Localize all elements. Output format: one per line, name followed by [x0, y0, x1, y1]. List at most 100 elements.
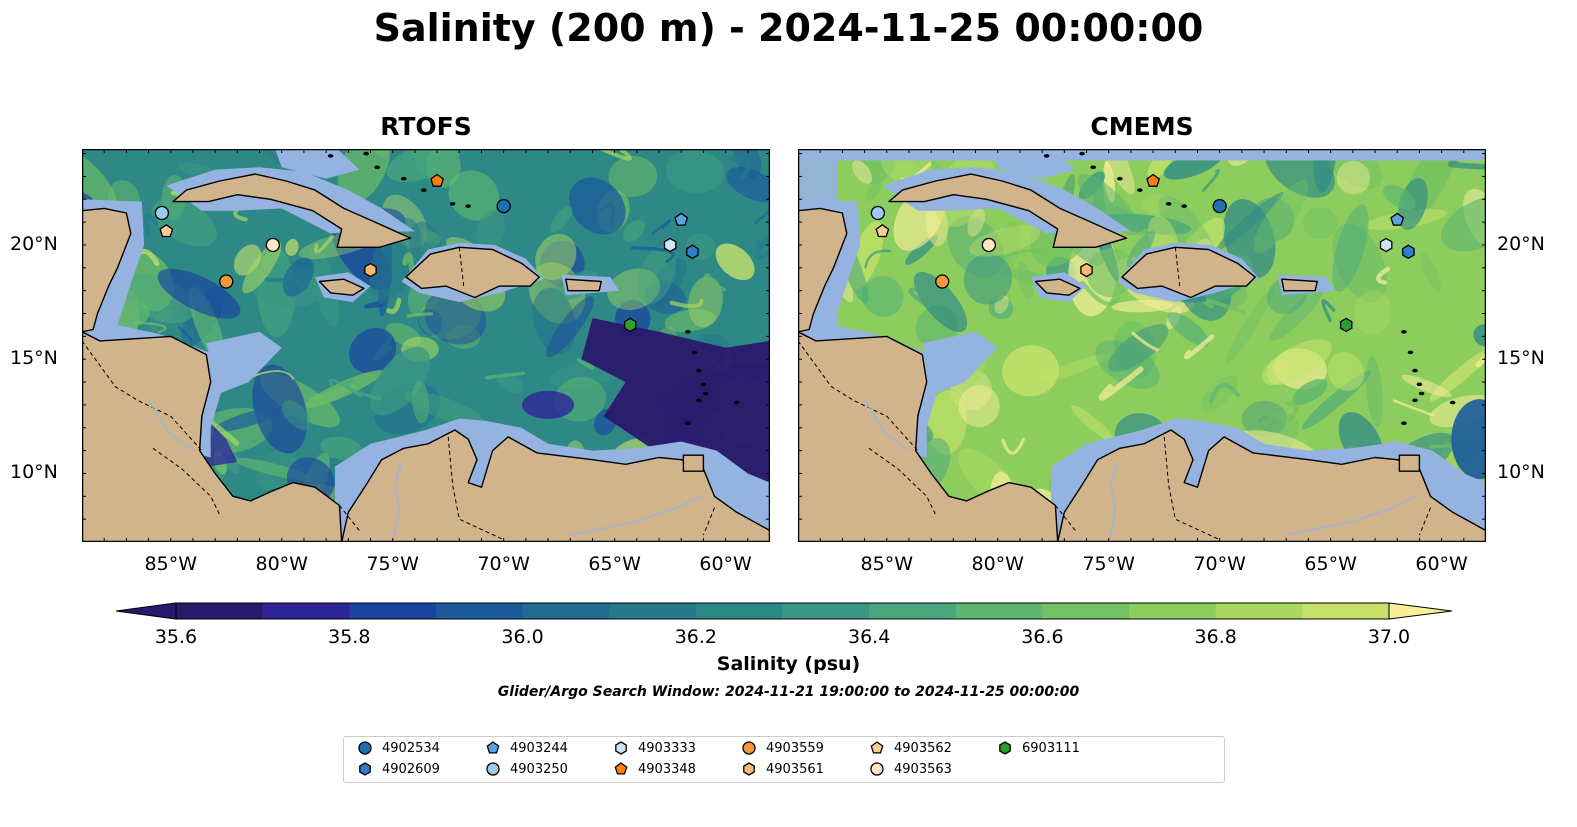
colorbar-segment	[782, 603, 870, 619]
colorbar-segment	[522, 603, 610, 619]
hexagon-marker-icon	[743, 762, 755, 776]
map-frame	[798, 149, 1486, 542]
legend-label: 4902609	[382, 761, 440, 777]
platform-marker-6903111[interactable]	[1339, 317, 1353, 333]
legend-item-4903559: 4903559	[740, 739, 824, 757]
small-islands	[327, 151, 740, 426]
legend-item-4903244: 4903244	[484, 739, 568, 757]
platform-marker-4903250[interactable]	[154, 205, 170, 221]
lat-tick-label-left: 10°N	[10, 461, 58, 484]
hexagon-marker-icon	[615, 741, 627, 755]
colorbar	[116, 602, 1452, 620]
platform-marker-4903561[interactable]	[1080, 262, 1093, 278]
platform-marker-4903244[interactable]	[1390, 212, 1405, 226]
small-islands	[1043, 151, 1456, 426]
colorbar-segment	[1129, 603, 1217, 619]
colorbar-tick-label: 36.4	[847, 626, 891, 648]
legend-label: 4903561	[766, 761, 824, 777]
legend-label: 4903333	[638, 740, 696, 756]
platform-marker-4903348[interactable]	[1146, 173, 1161, 187]
lon-tick-label: 80°W	[255, 553, 308, 575]
panel-title-rtofs: RTOFS	[380, 112, 472, 141]
lon-tick-label: 60°W	[1415, 553, 1468, 575]
lon-tick-label: 70°W	[477, 553, 530, 575]
colorbar-segment	[349, 603, 437, 619]
legend-item-4903562: 4903562	[868, 739, 952, 757]
platform-marker-4902609[interactable]	[686, 244, 699, 260]
platform-marker-4903333[interactable]	[663, 237, 677, 253]
colorbar-tick-label: 37.0	[1367, 626, 1411, 648]
land-masses	[82, 173, 770, 542]
map-rtofs[interactable]	[82, 149, 770, 542]
lon-tick-label: 65°W	[588, 553, 641, 575]
colorbar-extend-high	[1388, 602, 1452, 620]
lat-tick-label-right: 10°N	[1497, 461, 1545, 484]
colorbar-tick-label: 36.0	[501, 626, 544, 648]
platform-markers	[154, 173, 699, 333]
colorbar-segment	[695, 603, 784, 619]
map-ticks	[82, 149, 770, 542]
colorbar-segment	[176, 603, 264, 619]
legend-item-6903111: 6903111	[996, 739, 1080, 757]
platform-marker-6903111[interactable]	[623, 317, 637, 333]
colorbar-segment	[1302, 603, 1390, 619]
circle-marker-icon	[486, 762, 500, 776]
circle-marker-icon	[742, 741, 756, 755]
map-frame	[82, 149, 770, 542]
legend-item-4903563: 4903563	[868, 760, 952, 778]
legend-label: 4903563	[894, 761, 952, 777]
lat-tick-label-left: 20°N	[10, 232, 58, 255]
platform-marker-4903562[interactable]	[159, 224, 174, 238]
platform-marker-4902609[interactable]	[1402, 244, 1415, 260]
lon-tick-label: 85°W	[144, 553, 197, 575]
circle-marker-icon	[870, 762, 884, 776]
legend-item-4903333: 4903333	[612, 739, 696, 757]
legend-item-4903250: 4903250	[484, 760, 568, 778]
legend-label: 4903348	[638, 761, 696, 777]
colorbar-tick-label: 36.6	[1021, 626, 1064, 648]
platform-marker-4903250[interactable]	[870, 205, 886, 221]
legend-label: 4903562	[894, 740, 952, 756]
colorbar-segment	[1042, 603, 1130, 619]
legend-item-4902609: 4902609	[356, 760, 440, 778]
legend-label: 6903111	[1022, 740, 1080, 756]
lon-tick-label: 60°W	[699, 553, 752, 575]
legend-item-4903561: 4903561	[740, 760, 824, 778]
rivers	[148, 399, 702, 542]
lon-tick-label: 70°W	[1193, 553, 1246, 575]
platform-marker-4903348[interactable]	[430, 173, 445, 187]
platform-marker-4903559[interactable]	[219, 274, 234, 289]
colorbar-tick-label: 36.8	[1194, 626, 1237, 648]
legend-item-4903348: 4903348	[612, 760, 696, 778]
platform-marker-4903563[interactable]	[265, 237, 281, 253]
hexagon-marker-icon	[359, 762, 371, 776]
platform-marker-4903563[interactable]	[981, 237, 997, 253]
lon-tick-label: 65°W	[1304, 553, 1357, 575]
lat-tick-label-right: 20°N	[1497, 232, 1545, 255]
colorbar-segment	[262, 603, 350, 619]
platform-marker-4903562[interactable]	[875, 224, 890, 238]
platform-marker-4903244[interactable]	[674, 212, 689, 226]
search-window-text: Glider/Argo Search Window: 2024-11-21 19…	[497, 684, 1080, 700]
platform-marker-4902534[interactable]	[496, 198, 511, 214]
country-borders	[82, 247, 715, 541]
legend-label: 4902534	[382, 740, 440, 756]
rivers	[864, 399, 1418, 542]
lon-tick-label: 80°W	[971, 553, 1024, 575]
colorbar-segment	[609, 603, 697, 619]
colorbar-segment	[435, 603, 524, 619]
colorbar-tick-label: 35.6	[154, 626, 198, 648]
land-masses	[798, 173, 1486, 542]
map-ticks	[798, 149, 1486, 542]
platform-markers	[870, 173, 1415, 333]
platform-marker-4903333[interactable]	[1379, 237, 1393, 253]
map-cmems[interactable]	[798, 149, 1486, 542]
legend-label: 4903559	[766, 740, 824, 756]
platform-marker-4903559[interactable]	[935, 274, 950, 289]
pentagon-marker-icon	[614, 762, 628, 775]
lon-tick-label: 85°W	[860, 553, 913, 575]
lat-tick-label-left: 15°N	[10, 347, 58, 370]
platform-legend: 4902534 4902609 4903244 4903250 4903333 49033…	[343, 736, 1225, 783]
platform-marker-4902534[interactable]	[1212, 198, 1227, 214]
platform-marker-4903561[interactable]	[364, 262, 377, 278]
